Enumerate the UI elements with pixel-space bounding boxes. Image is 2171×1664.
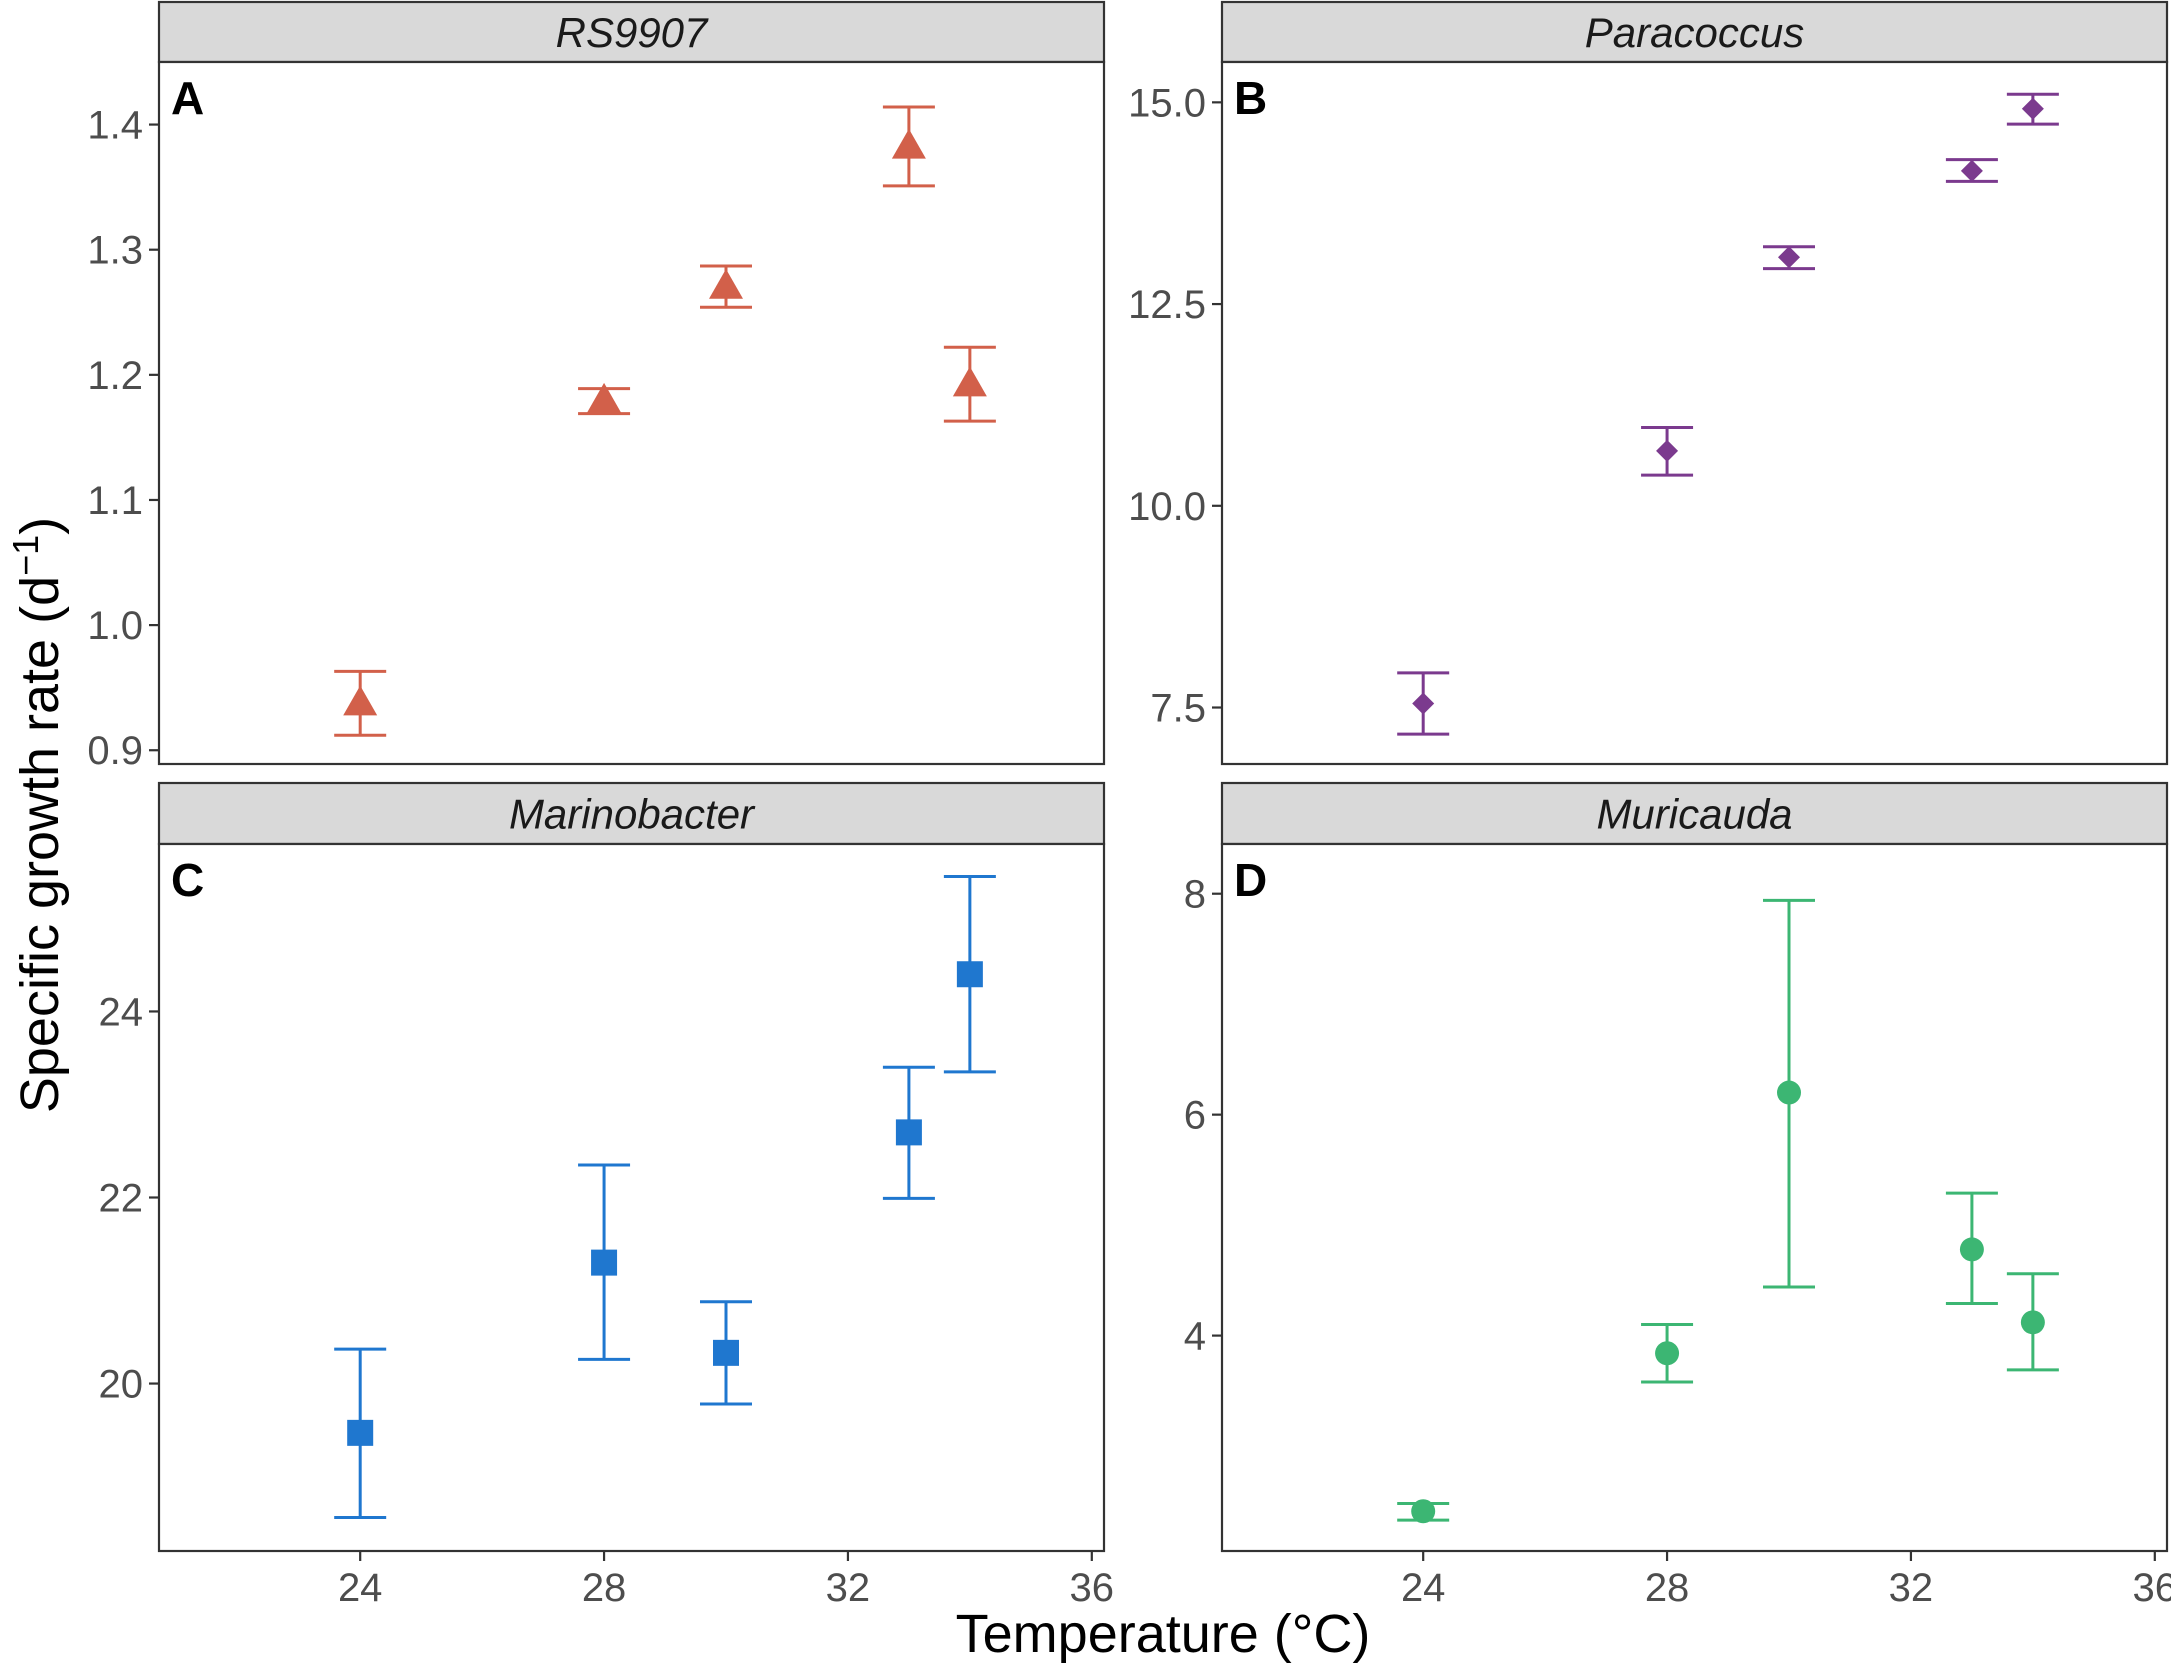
data-point-marinobacter xyxy=(591,1249,618,1276)
facet-title-muricauda: Muricauda xyxy=(1596,791,1792,838)
y-tick-label-muricauda: 4 xyxy=(1184,1315,1206,1359)
data-point-marinobacter xyxy=(956,961,983,988)
y-tick-label-rs9907: 1.1 xyxy=(87,479,143,523)
y-tick-label-paracoccus: 12.5 xyxy=(1128,283,1206,327)
x-tick-label-marinobacter: 24 xyxy=(338,1566,383,1610)
plot-area-muricauda xyxy=(1220,842,2169,1553)
panel-letter-rs9907: A xyxy=(171,72,204,124)
data-point-muricauda xyxy=(1777,1080,1801,1105)
data-point-muricauda xyxy=(1959,1237,1984,1262)
y-axis-title-superscript: −1 xyxy=(5,535,46,576)
y-tick-label-muricauda: 8 xyxy=(1184,873,1206,917)
data-point-muricauda xyxy=(2020,1310,2045,1335)
plot-area-paracoccus xyxy=(1220,60,2169,766)
y-tick-label-paracoccus: 7.5 xyxy=(1150,687,1206,731)
facet-strip-muricauda xyxy=(1220,781,2169,846)
y-tick-label-rs9907: 1.0 xyxy=(87,604,143,648)
facet-strip-rs9907 xyxy=(157,0,1106,64)
panel-rs9907: RS9907 A 0.9 1.0 1.1 1.2 1.3 1.4 xyxy=(87,0,1106,773)
data-point-marinobacter xyxy=(713,1339,739,1366)
y-tick-label-paracoccus: 15.0 xyxy=(1128,81,1206,125)
plot-area-rs9907 xyxy=(157,60,1106,766)
x-tick-label-marinobacter: 28 xyxy=(582,1566,627,1610)
y-tick-label-marinobacter: 22 xyxy=(99,1177,144,1221)
x-axis-title: Temperature (°C) xyxy=(956,1604,1371,1664)
panel-letter-muricauda: D xyxy=(1234,854,1267,906)
data-point-muricauda xyxy=(1655,1341,1680,1366)
data-point-paracoccus xyxy=(1656,439,1679,462)
data-point-rs9907 xyxy=(952,366,987,397)
x-tick-label-marinobacter: 32 xyxy=(826,1566,871,1610)
facet-strip-paracoccus xyxy=(1220,0,2169,64)
facet-title-rs9907: RS9907 xyxy=(556,9,709,56)
facet-strip-marinobacter xyxy=(157,781,1106,846)
panel-letter-marinobacter: C xyxy=(171,854,204,906)
data-point-marinobacter xyxy=(347,1419,374,1446)
facet-title-marinobacter: Marinobacter xyxy=(509,791,756,838)
panel-letter-paracoccus: B xyxy=(1234,72,1267,124)
x-tick-label-muricauda: 28 xyxy=(1645,1566,1690,1610)
y-axis-title-close: ) xyxy=(10,517,70,535)
data-point-muricauda xyxy=(1411,1499,1436,1524)
data-point-paracoccus xyxy=(1412,692,1435,715)
y-tick-label-muricauda: 6 xyxy=(1184,1094,1206,1138)
panel-marinobacter: Marinobacter C 20 22 24 24 28 32 36 xyxy=(99,781,1115,1610)
y-axis-title-main: Specific growth rate (d xyxy=(10,576,70,1113)
data-point-rs9907 xyxy=(709,268,743,299)
x-tick-label-muricauda: 32 xyxy=(1889,1566,1934,1610)
panel-paracoccus: Paracoccus B 7.5 10.0 12.5 15.0 xyxy=(1128,0,2169,766)
x-tick-label-muricauda: 36 xyxy=(2133,1566,2171,1610)
data-point-rs9907 xyxy=(891,128,926,159)
plot-area-marinobacter xyxy=(157,842,1106,1553)
data-point-paracoccus xyxy=(1960,159,1983,182)
x-tick-label-muricauda: 24 xyxy=(1401,1566,1446,1610)
facet-title-paracoccus: Paracoccus xyxy=(1585,9,1804,56)
data-point-rs9907 xyxy=(587,382,622,413)
y-tick-label-marinobacter: 20 xyxy=(99,1363,144,1407)
data-point-paracoccus xyxy=(2021,97,2044,120)
y-axis-title: Specific growth rate (d−1) xyxy=(5,517,70,1113)
y-tick-label-rs9907: 1.2 xyxy=(87,354,143,398)
y-tick-label-marinobacter: 24 xyxy=(99,990,144,1034)
y-tick-label-rs9907: 1.3 xyxy=(87,229,143,273)
facet-grid: RS9907 A 0.9 1.0 1.1 1.2 1.3 1.4 Paracoccus B 7.5 1… xyxy=(87,0,2171,1610)
y-tick-label-rs9907: 1.4 xyxy=(87,104,143,148)
y-tick-label-paracoccus: 10.0 xyxy=(1128,485,1206,529)
x-tick-label-marinobacter: 36 xyxy=(1070,1566,1115,1610)
y-tick-label-rs9907: 0.9 xyxy=(87,729,143,773)
data-point-paracoccus xyxy=(1778,246,1800,269)
panel-muricauda: Muricauda D 4 6 8 24 28 32 36 xyxy=(1184,781,2171,1610)
data-point-rs9907 xyxy=(343,685,378,716)
data-point-marinobacter xyxy=(895,1119,922,1146)
